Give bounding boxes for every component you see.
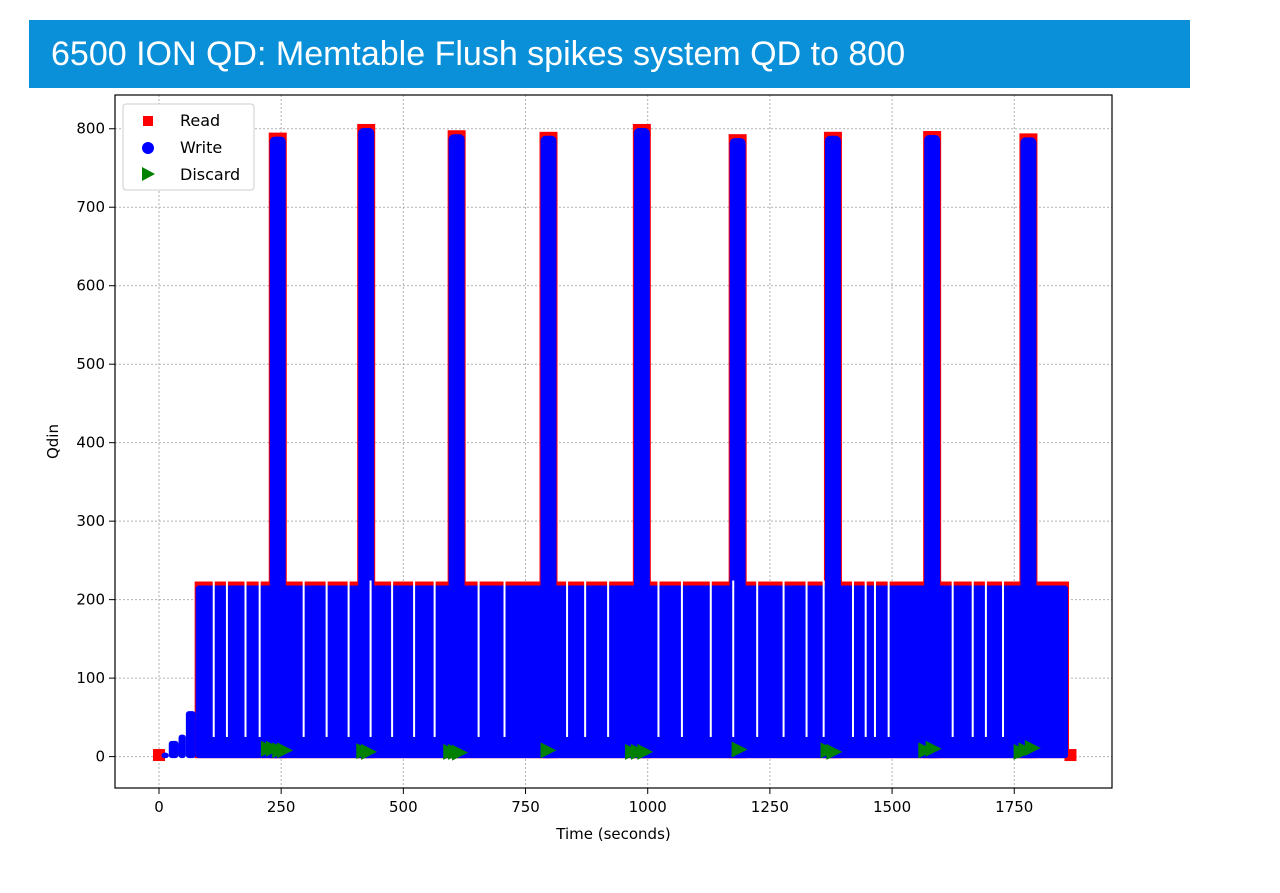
write-gap: [258, 580, 261, 737]
legend-discard-label: Discard: [180, 165, 240, 184]
legend: Read Write Discard: [122, 103, 255, 191]
write-gap: [584, 580, 587, 737]
write-gap: [805, 580, 808, 737]
write-gap: [302, 580, 305, 737]
write-gap: [325, 580, 328, 737]
x-tick-label: 1500: [873, 798, 911, 816]
x-axis-label: Time (seconds): [555, 825, 671, 843]
write-spike: [924, 135, 941, 759]
x-tick-label: 1000: [629, 798, 667, 816]
ticks: 0 250 500 750 1000 1250 1500 1750 0 100 200 300 400 5…: [76, 120, 1033, 816]
write-gap: [391, 580, 394, 737]
y-tick-label: 600: [76, 277, 105, 295]
write-gap: [566, 580, 569, 737]
y-tick-label: 500: [76, 355, 105, 373]
y-tick-label: 200: [76, 591, 105, 609]
write-spike: [540, 135, 557, 759]
x-tick-label: 750: [511, 798, 540, 816]
write-gap: [984, 580, 987, 737]
write-gap: [709, 580, 712, 737]
write-gap: [680, 580, 683, 737]
write-gap: [732, 580, 735, 737]
write-spike: [448, 134, 465, 759]
legend-read-marker: [143, 116, 153, 126]
write-gap: [864, 580, 867, 737]
discard-point: [361, 743, 378, 760]
write-gap: [657, 580, 660, 737]
write-gap: [887, 580, 890, 737]
write-gap: [971, 580, 974, 737]
x-tick-label: 0: [154, 798, 164, 816]
write-gap: [822, 580, 825, 737]
discard-point: [925, 740, 942, 757]
x-tick-label: 1750: [995, 798, 1033, 816]
write-gap: [244, 580, 247, 737]
write-block: [178, 734, 186, 759]
write-gap: [503, 580, 506, 737]
write-gap: [413, 580, 416, 737]
x-tick-label: 500: [389, 798, 418, 816]
write-gap: [756, 580, 759, 737]
data-layer: [152, 123, 1077, 762]
slide-header: 6500 ION QD: Memtable Flush spikes syste…: [29, 20, 1190, 88]
y-tick-label: 300: [76, 512, 105, 530]
write-gap: [782, 580, 785, 737]
write-block: [168, 740, 179, 759]
write-spike: [269, 136, 286, 759]
legend-write-label: Write: [180, 138, 222, 157]
discard-point: [637, 743, 654, 760]
write-spike: [824, 135, 841, 759]
write-gap: [851, 580, 854, 737]
write-gap: [347, 580, 350, 737]
write-gap: [607, 580, 610, 737]
write-gap: [1002, 580, 1005, 737]
legend-read-label: Read: [180, 111, 220, 130]
write-spike: [633, 127, 650, 759]
write-gap: [225, 580, 228, 737]
plot-frame: [114, 94, 1113, 789]
y-tick-label: 800: [76, 120, 105, 138]
write-gap: [477, 580, 480, 737]
write-gap: [873, 580, 876, 737]
write-gap: [212, 580, 215, 737]
discard-point: [277, 742, 294, 759]
y-axis-label: Qdin: [44, 424, 62, 459]
y-tick-label: 0: [95, 748, 105, 766]
y-tick-label: 100: [76, 669, 105, 687]
write-gap: [951, 580, 954, 737]
discard-point: [452, 744, 469, 761]
slide-title: 6500 ION QD: Memtable Flush spikes syste…: [51, 35, 906, 73]
write-block: [161, 752, 169, 759]
legend-write-marker: [142, 142, 154, 154]
x-tick-label: 1250: [751, 798, 789, 816]
write-block: [185, 711, 196, 759]
y-tick-label: 700: [76, 198, 105, 216]
y-tick-label: 400: [76, 434, 105, 452]
read-point: [152, 749, 165, 762]
discard-point: [826, 743, 843, 760]
data-marks: [152, 123, 1077, 762]
legend-box: [122, 103, 255, 191]
discard-point: [731, 741, 748, 758]
write-spike: [358, 127, 375, 759]
write-spike: [729, 138, 746, 759]
x-tick-label: 250: [267, 798, 296, 816]
discard-point: [540, 742, 557, 759]
write-gap: [369, 580, 372, 737]
write-gap: [433, 580, 436, 737]
discard-point: [1024, 739, 1041, 756]
write-spike: [1020, 137, 1037, 759]
legend-discard-marker: [142, 167, 155, 181]
